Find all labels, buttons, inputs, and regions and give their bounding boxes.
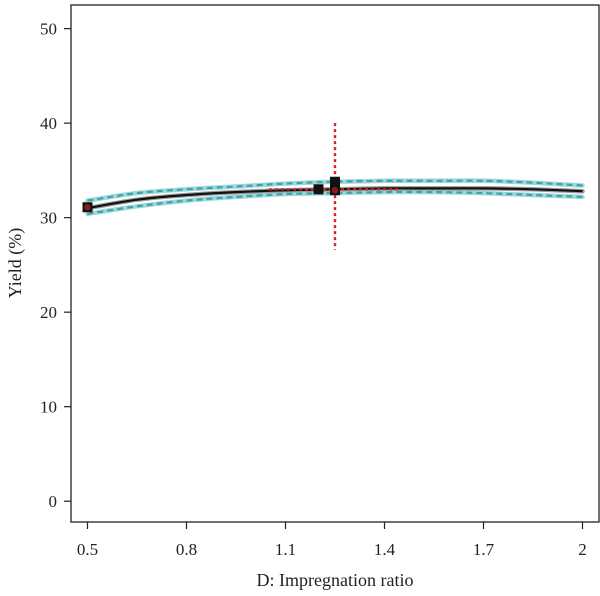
- x-tick-label: 1.1: [275, 540, 296, 559]
- design-point-center: [331, 178, 339, 185]
- x-tick-label: 2: [578, 540, 587, 559]
- x-tick-label: 0.5: [77, 540, 98, 559]
- y-axis-title: Yield (%): [5, 228, 26, 298]
- y-tick-label: 10: [40, 398, 57, 417]
- design-point-center: [84, 204, 91, 211]
- y-tick-label: 0: [49, 492, 58, 511]
- plot-frame: [70, 4, 600, 523]
- y-tick-label: 20: [40, 303, 57, 322]
- y-tick-label: 40: [40, 114, 57, 133]
- x-tick-label: 0.8: [176, 540, 197, 559]
- y-tick-label: 30: [40, 209, 57, 228]
- upper-confidence-band-line: [87, 179, 583, 202]
- x-axis-title: D: Impregnation ratio: [257, 570, 414, 590]
- x-tick-label: 1.7: [473, 540, 495, 559]
- y-axis: 0 10 20 30 40 50: [40, 20, 71, 511]
- x-tick-label: 1.4: [374, 540, 396, 559]
- design-point-center: [331, 187, 339, 194]
- lower-confidence-band-line: [87, 190, 583, 215]
- y-tick-label: 50: [40, 20, 57, 39]
- x-axis: 0.5 0.8 1.1 1.4 1.7 2: [77, 522, 587, 559]
- design-points: [82, 176, 340, 213]
- design-point-center: [315, 186, 322, 193]
